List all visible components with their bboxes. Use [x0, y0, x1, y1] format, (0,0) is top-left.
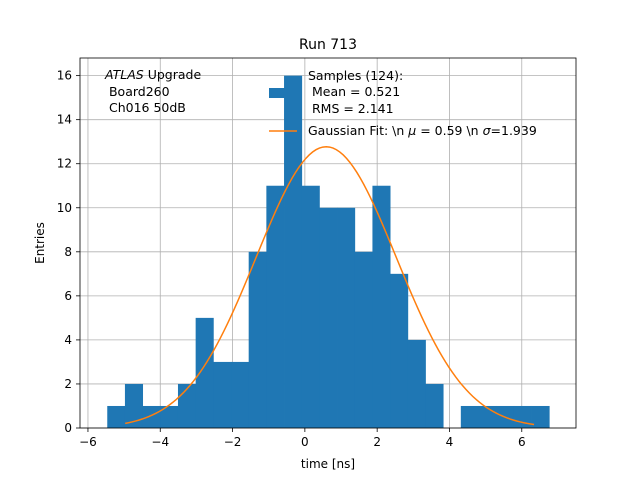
histogram-bar: [266, 185, 285, 428]
legend-fit-mid: = 0.59 \n: [416, 123, 482, 138]
gaussian-fit-curve: [125, 146, 535, 426]
histogram-bar: [390, 273, 409, 428]
histogram-bar: [337, 207, 356, 428]
histogram-bar: [407, 339, 426, 428]
legend-samples-label: Samples (124):: [308, 68, 403, 83]
histogram-bar: [284, 75, 303, 428]
histogram-bars: [107, 75, 550, 428]
y-axis-ticks: 0 2 4 6 8 10 12 14 16: [57, 69, 80, 435]
histogram-bar: [177, 383, 197, 428]
histogram-bar: [195, 317, 214, 428]
plot-frame: [79, 57, 577, 429]
y-tick-label: 10: [57, 201, 72, 215]
y-tick-label: 14: [57, 113, 72, 127]
histogram-bar: [425, 383, 444, 428]
x-axis-label: time [ns]: [301, 457, 355, 471]
legend-fit-prefix: Gaussian Fit: \n: [308, 123, 408, 138]
y-tick-label: 4: [64, 333, 72, 347]
legend: Samples (124): Mean = 0.521 RMS = 2.141 …: [269, 68, 537, 138]
histogram-bar: [124, 383, 144, 428]
legend-mean-label: Mean = 0.521: [308, 84, 400, 99]
histogram-bar: [319, 207, 338, 428]
histogram-bar: [231, 361, 250, 428]
y-tick-label: 8: [64, 245, 72, 259]
histogram-bar: [301, 185, 320, 428]
x-tick-label: 2: [373, 435, 381, 449]
y-tick-label: 12: [57, 157, 72, 171]
x-tick-label: −4: [151, 435, 169, 449]
legend-fit-sigma: σ: [483, 123, 492, 138]
x-tick-label: 6: [518, 435, 526, 449]
legend-rms-label: RMS = 2.141: [308, 101, 394, 116]
histogram-bar: [107, 405, 126, 428]
x-tick-label: 0: [301, 435, 309, 449]
legend-fit-suffix: =1.939: [491, 123, 537, 138]
x-axis-ticks: −6 −4 −2 0 2 4 6: [79, 428, 526, 449]
legend-hist-swatch: [269, 88, 297, 98]
histogram-bar: [142, 405, 161, 428]
y-tick-label: 2: [64, 377, 72, 391]
atlas-label: ATLAS: [104, 67, 144, 82]
plot-area: −6 −4 −2 0 2 4 6 0 2 4 6 8 10 12 14 16: [57, 57, 577, 449]
board-label: Board260: [105, 84, 170, 99]
histogram-bar: [372, 185, 391, 428]
histogram-bar: [513, 405, 532, 428]
upgrade-label: Upgrade: [144, 67, 202, 82]
x-tick-label: 4: [446, 435, 454, 449]
histogram-bar: [460, 405, 479, 428]
x-tick-label: −6: [79, 435, 97, 449]
channel-label: Ch016 50dB: [105, 100, 186, 115]
y-tick-label: 0: [64, 421, 72, 435]
y-tick-label: 6: [64, 289, 72, 303]
histogram-bar: [160, 405, 179, 428]
histogram-bar: [478, 405, 497, 428]
y-tick-label: 16: [57, 69, 72, 83]
histogram-bar: [531, 405, 550, 428]
legend-fit-mu: μ: [407, 123, 416, 138]
x-tick-label: −2: [224, 435, 242, 449]
histogram-bar: [354, 251, 373, 428]
svg-text:ATLAS Upgrade: ATLAS Upgrade: [104, 67, 201, 82]
atlas-annotation: ATLAS Upgrade Board260 Ch016 50dB: [104, 67, 201, 115]
histogram-bar: [213, 361, 232, 428]
y-axis-label: Entries: [33, 222, 47, 264]
svg-text:Gaussian Fit: \n μ = 0.59 \n σ: Gaussian Fit: \n μ = 0.59 \n σ=1.939: [308, 123, 537, 138]
chart-title: Run 713: [299, 37, 357, 53]
histogram-bar: [248, 251, 267, 428]
